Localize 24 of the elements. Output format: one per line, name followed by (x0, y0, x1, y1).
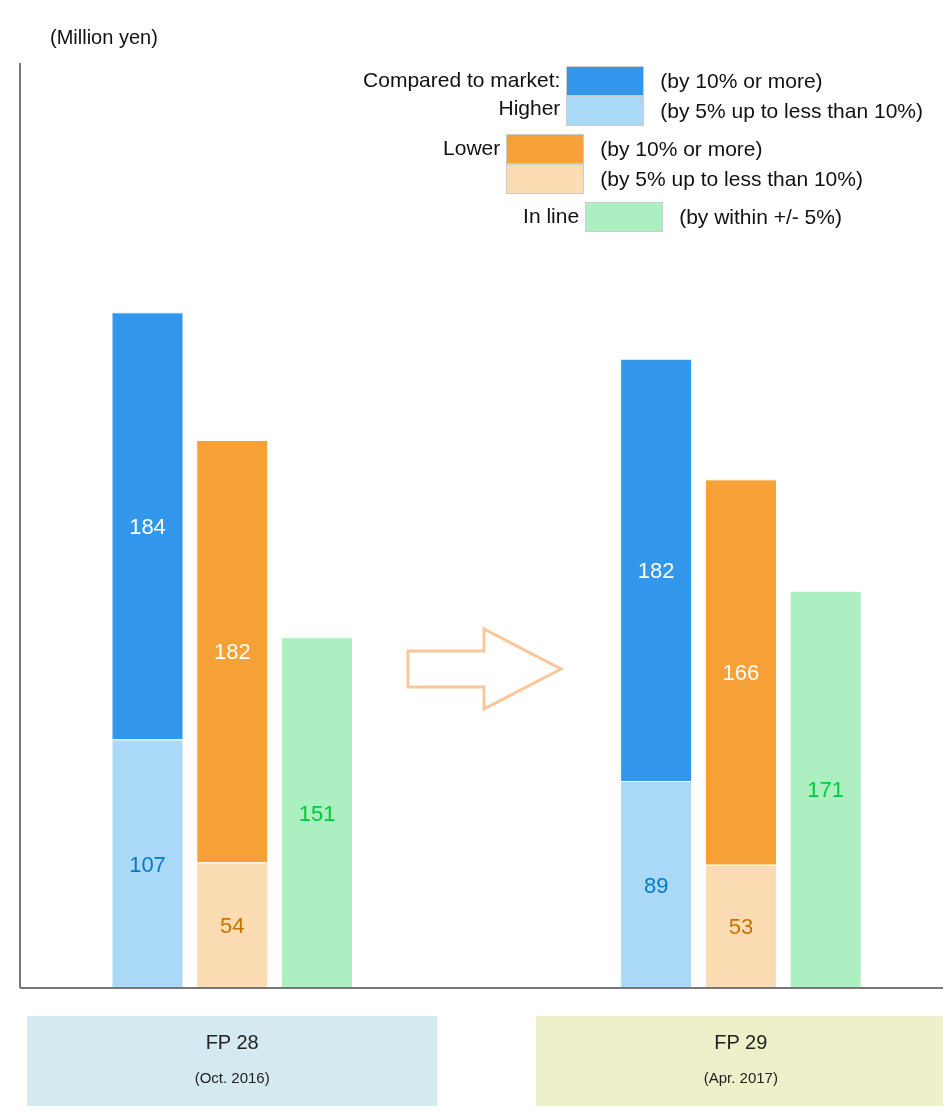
bar (281, 637, 354, 989)
data-label: 166 (722, 660, 760, 686)
text: Lower (443, 135, 501, 161)
legend-label: (by within +/- 5%) (679, 205, 842, 229)
data-label: 107 (129, 851, 166, 877)
data-label: 54 (220, 913, 245, 939)
x-tick-label: FP 29 (Apr. 2017) (703, 1031, 778, 1086)
text: Higher (497, 95, 561, 121)
data-label: 171 (807, 777, 845, 803)
data-label: 182 (637, 558, 675, 584)
data-label: 182 (213, 639, 251, 665)
bar (789, 590, 862, 989)
data-label: 89 (643, 872, 669, 898)
data-label: 151 (298, 800, 336, 826)
text: (Million yen) (50, 26, 158, 49)
data-label: 184 (129, 514, 166, 540)
legend-label: (by 5% up to less than 10%) (600, 167, 863, 191)
legend-title: Compared to market: (363, 67, 561, 93)
legend-label: (by 10% or more) (600, 137, 763, 161)
legend-label: (by 5% up to less than 10%) (660, 99, 923, 123)
x-tick-label: FP 28 (Oct. 2016) (194, 1031, 270, 1086)
legend-label: (by 10% or more) (660, 69, 823, 93)
text: In line (523, 203, 580, 229)
data-label: 53 (728, 914, 754, 940)
